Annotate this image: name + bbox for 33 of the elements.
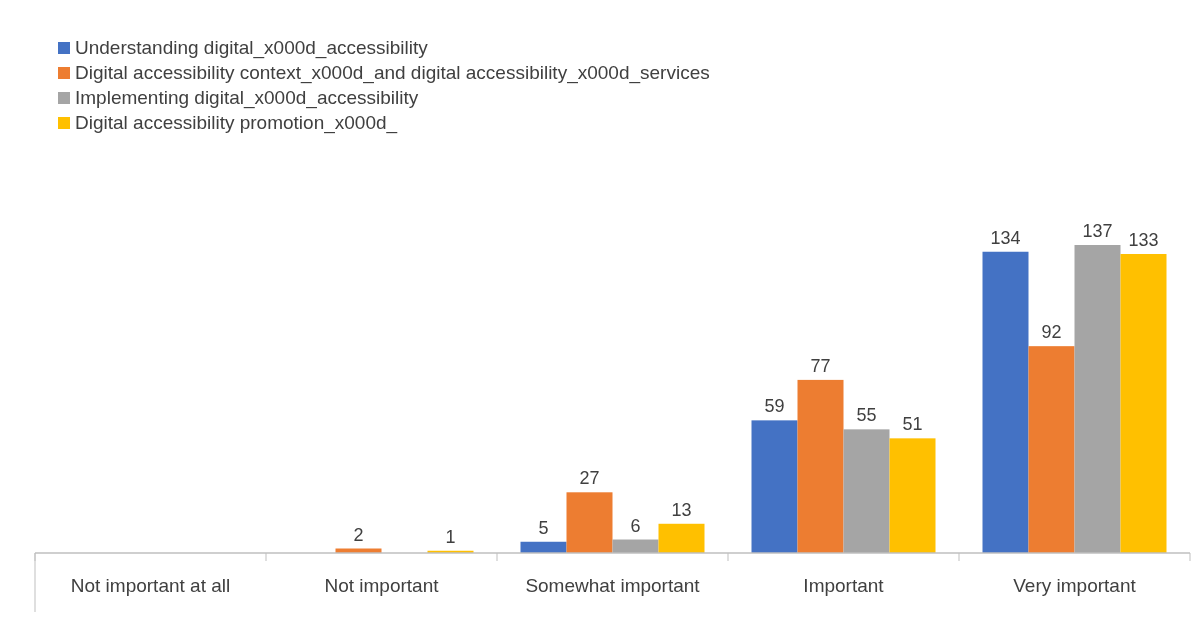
bar: [982, 251, 1029, 553]
bar: [1028, 346, 1075, 553]
bar: [751, 420, 798, 553]
data-label: 133: [1128, 229, 1159, 250]
bar: [889, 438, 936, 553]
data-label: 137: [1082, 221, 1113, 241]
legend-label: Digital accessibility promotion_x000d_: [75, 112, 398, 134]
data-label: 59: [764, 396, 785, 417]
data-label: 77: [810, 355, 831, 376]
data-label: 92: [1041, 322, 1062, 343]
bar: [797, 379, 844, 553]
data-label: 55: [856, 405, 877, 426]
bar: [658, 523, 705, 553]
x-tick-label: Not important at all: [70, 575, 231, 596]
data-label: 13: [671, 499, 692, 520]
bar: [566, 492, 613, 553]
bar: [843, 429, 890, 553]
data-label: 51: [902, 414, 923, 435]
data-label: 134: [990, 227, 1021, 248]
x-tick-label: Not important: [324, 575, 440, 596]
data-label: 5: [538, 517, 549, 538]
x-tick-label: Important: [803, 575, 885, 596]
x-tick-label: Very important: [1013, 575, 1137, 596]
bar: [1120, 253, 1167, 553]
legend-label: Digital accessibility context_x000d_and digital accessibility_x000d_services: [75, 62, 710, 84]
legend-label: Implementing digital_x000d_accessibility: [75, 87, 419, 109]
x-tick-label: Somewhat important: [525, 575, 701, 596]
data-label: 27: [579, 468, 600, 489]
data-label: 2: [353, 524, 364, 545]
legend-label: Understanding digital_x000d_accessibility: [75, 37, 429, 59]
bar: [1074, 245, 1121, 553]
data-label: 6: [630, 515, 641, 536]
data-label: 1: [445, 526, 456, 547]
